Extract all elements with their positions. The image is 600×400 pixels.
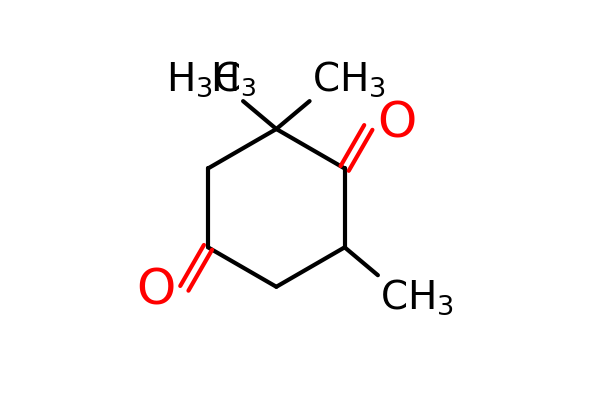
Text: CH$_3$: CH$_3$ [380,277,454,317]
Text: CH$_3$: CH$_3$ [311,60,385,99]
Text: O: O [377,100,416,148]
Text: 3: 3 [240,77,256,101]
Text: H$_3$C: H$_3$C [166,60,241,99]
Text: O: O [136,266,176,314]
Text: H: H [211,61,240,99]
